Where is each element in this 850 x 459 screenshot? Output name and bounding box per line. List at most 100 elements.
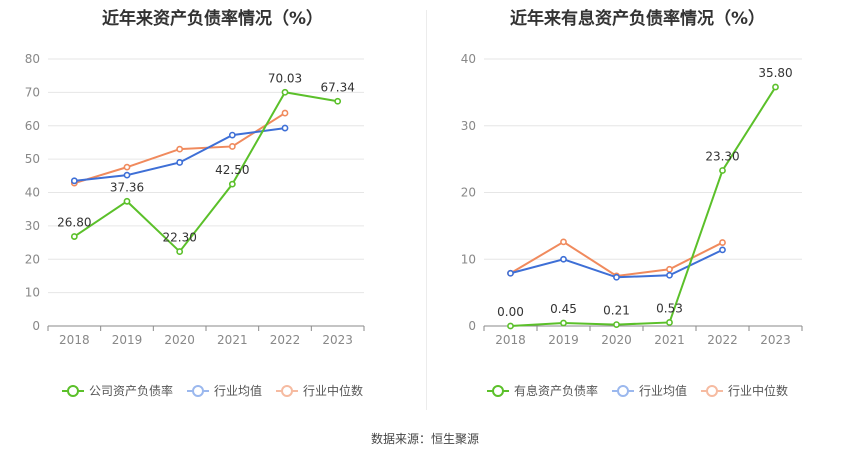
series-0 bbox=[70, 88, 342, 255]
data-label: 0.21 bbox=[603, 304, 630, 318]
data-point bbox=[507, 322, 514, 330]
chart-title: 近年来有息资产负债率情况（%） bbox=[509, 9, 766, 29]
legend-item-industry-median[interactable]: 行业中位数 bbox=[276, 382, 363, 399]
y-tick-label: 80 bbox=[25, 52, 40, 66]
y-tick-label: 20 bbox=[25, 252, 40, 266]
data-point bbox=[70, 177, 78, 185]
series-2 bbox=[70, 109, 289, 187]
data-point bbox=[228, 143, 236, 150]
y-tick-label: 40 bbox=[25, 186, 40, 200]
x-tick-label: 2022 bbox=[707, 333, 738, 347]
data-point bbox=[176, 145, 184, 153]
legend-label: 行业中位数 bbox=[728, 384, 789, 398]
series-0 bbox=[507, 83, 779, 330]
chart-right: 近年来有息资产负债率情况（%） 0 10 20 30 40 2018 2019 2020 202… bbox=[425, 0, 850, 420]
x-tick-label: 2021 bbox=[654, 333, 685, 347]
legend-item-industry-median[interactable]: 行业中位数 bbox=[701, 382, 788, 399]
chart-title: 近年来资产负债率情况（%） bbox=[101, 9, 324, 29]
data-point bbox=[281, 109, 289, 117]
y-tick-label: 0 bbox=[468, 319, 476, 333]
legend-line-icon bbox=[701, 384, 723, 397]
x-tick-label: 2023 bbox=[760, 333, 791, 347]
x-tick-label: 2018 bbox=[495, 333, 526, 347]
data-point bbox=[666, 271, 673, 279]
x-tick-label: 2018 bbox=[59, 333, 90, 347]
data-point bbox=[123, 197, 131, 205]
data-point bbox=[507, 269, 514, 277]
legend-item-industry-mean[interactable]: 行业均值 bbox=[186, 382, 262, 399]
legend-item-interest-bearing[interactable]: 有息资产负债率 bbox=[486, 382, 598, 399]
series-1 bbox=[507, 246, 726, 281]
data-label: 37.36 bbox=[110, 180, 144, 194]
data-label: 70.03 bbox=[268, 71, 302, 85]
legend-line-icon bbox=[486, 384, 509, 397]
data-point bbox=[70, 233, 78, 240]
legend: 公司资产负债率 行业均值 行业中位数 bbox=[0, 382, 425, 399]
data-point bbox=[123, 171, 131, 179]
data-point bbox=[719, 167, 726, 174]
chart-left: 近年来资产负债率情况（%） 0 10 20 30 40 50 60 70 80 2018 2019 2… bbox=[0, 0, 425, 420]
gridlines bbox=[48, 58, 364, 294]
data-point bbox=[613, 273, 620, 281]
plot-area: 0 10 20 30 40 2018 2019 2020 2021 2022 2023 0.00 0.4… bbox=[461, 52, 803, 347]
data-point bbox=[560, 238, 567, 246]
data-point bbox=[176, 159, 184, 166]
data-point bbox=[281, 124, 289, 132]
legend: 有息资产负债率 行业均值 行业中位数 bbox=[425, 382, 850, 399]
data-point bbox=[666, 319, 673, 326]
legend-label: 行业均值 bbox=[213, 384, 262, 398]
series-line bbox=[73, 91, 338, 254]
data-point bbox=[228, 131, 236, 139]
data-point bbox=[228, 180, 236, 188]
data-point bbox=[772, 83, 779, 91]
x-tick-label: 2020 bbox=[164, 333, 195, 347]
data-point bbox=[176, 248, 184, 255]
data-label: 22.30 bbox=[162, 231, 196, 245]
legend-label: 公司资产负债率 bbox=[88, 384, 173, 398]
legend-line-icon bbox=[186, 384, 209, 397]
y-tick-label: 20 bbox=[461, 186, 476, 200]
data-label: 42.50 bbox=[215, 163, 249, 177]
data-label: 0.53 bbox=[656, 301, 683, 315]
data-point bbox=[281, 88, 289, 96]
legend-label: 有息资产负债率 bbox=[513, 384, 598, 398]
data-point bbox=[719, 246, 726, 254]
y-tick-label: 0 bbox=[32, 319, 40, 333]
legend-label: 行业均值 bbox=[638, 384, 687, 398]
data-label: 67.34 bbox=[320, 80, 354, 94]
y-tick-label: 60 bbox=[25, 119, 40, 133]
data-point bbox=[560, 255, 567, 263]
legend-line-icon bbox=[61, 384, 84, 397]
data-point bbox=[334, 97, 342, 105]
legend-line-icon bbox=[276, 384, 298, 397]
data-source: 数据来源：恒生聚源 bbox=[370, 432, 479, 446]
series-1 bbox=[70, 124, 289, 185]
x-tick-label: 2019 bbox=[112, 333, 143, 347]
data-label: 0.45 bbox=[550, 302, 577, 316]
plot-area: 0 10 20 30 40 50 60 70 80 2018 2019 2020 2021 2022 202… bbox=[25, 52, 365, 347]
data-label: 23.30 bbox=[705, 149, 739, 163]
y-tick-label: 10 bbox=[461, 252, 476, 266]
data-label: 0.00 bbox=[497, 305, 524, 319]
legend-item-company[interactable]: 公司资产负债率 bbox=[61, 382, 173, 399]
data-point bbox=[123, 163, 131, 171]
data-point bbox=[613, 321, 620, 328]
x-tick-label: 2021 bbox=[217, 333, 248, 347]
data-label: 35.80 bbox=[758, 66, 792, 80]
y-tick-label: 50 bbox=[25, 152, 40, 166]
x-tick-label: 2020 bbox=[601, 333, 632, 347]
x-tick-label: 2022 bbox=[270, 333, 301, 347]
y-tick-label: 40 bbox=[461, 52, 476, 66]
y-tick-label: 30 bbox=[25, 219, 40, 233]
x-tick-label: 2023 bbox=[322, 333, 353, 347]
gridlines bbox=[484, 58, 802, 260]
legend-line-icon bbox=[611, 384, 634, 397]
y-tick-label: 30 bbox=[461, 119, 476, 133]
data-point bbox=[560, 319, 567, 327]
legend-item-industry-mean[interactable]: 行业均值 bbox=[611, 382, 687, 399]
data-label: 26.80 bbox=[57, 216, 91, 230]
data-point bbox=[666, 265, 673, 273]
y-tick-label: 70 bbox=[25, 85, 40, 99]
data-point bbox=[719, 239, 726, 246]
legend-label: 行业中位数 bbox=[303, 384, 364, 398]
